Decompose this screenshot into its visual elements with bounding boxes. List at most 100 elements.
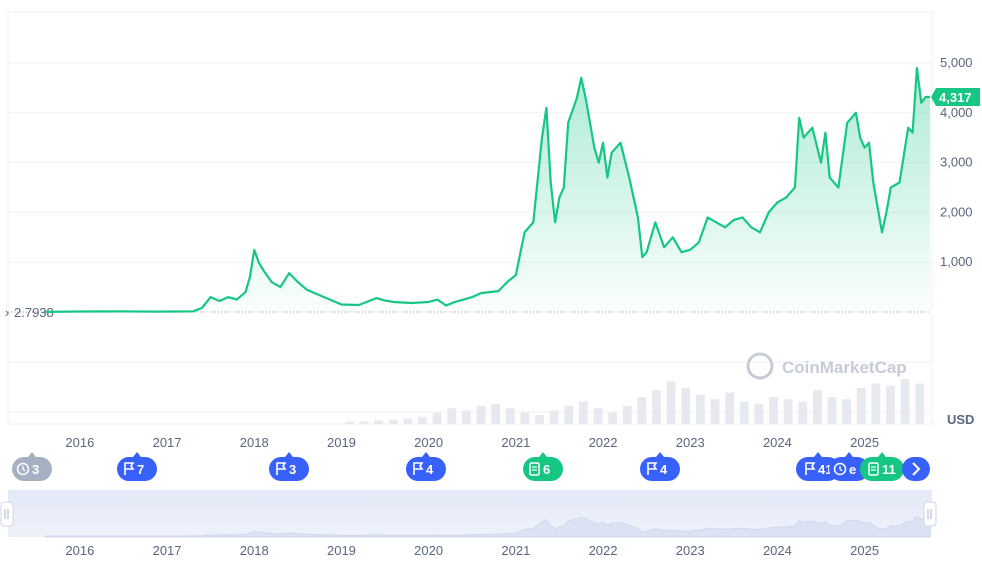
event-marker[interactable]: 3	[269, 452, 309, 481]
volume-bar	[476, 406, 486, 424]
volume-bar	[388, 419, 398, 424]
y-axis: 5,000 4,000 3,000 2,000 1,000	[940, 55, 973, 269]
volume-bar	[798, 401, 808, 424]
currency-label: USD	[947, 412, 974, 427]
volume-bar	[842, 399, 852, 424]
x-tick-label: 2016	[65, 435, 94, 450]
navigator-x-tick-label: 2019	[327, 543, 356, 558]
watermark-text: CoinMarketCap	[782, 358, 907, 377]
volume-bar	[856, 388, 866, 424]
range-navigator[interactable]	[0, 490, 937, 538]
event-markers[interactable]: 3 7 3 4 6 4 41 e 11	[12, 452, 930, 481]
y-tick-label: 5,000	[940, 55, 973, 70]
volume-bar	[593, 408, 603, 424]
navigator-x-tick-label: 2021	[501, 543, 530, 558]
y-tick-label: 1,000	[940, 254, 973, 269]
event-marker[interactable]: 4	[406, 452, 446, 481]
current-price-text: 4,317	[939, 90, 972, 105]
volume-bar	[447, 408, 457, 424]
volume-bar	[813, 390, 822, 424]
volume-bar	[886, 385, 895, 424]
navigator-x-tick-label: 2022	[589, 543, 618, 558]
event-marker[interactable]: 6	[523, 452, 563, 481]
document-icon	[868, 462, 879, 476]
navigator-line	[44, 515, 931, 538]
event-marker[interactable]: 4	[640, 452, 680, 481]
volume-bar	[710, 399, 720, 424]
x-tick-label: 2025	[850, 435, 879, 450]
volume-bar	[681, 388, 691, 424]
event-count: 7	[137, 462, 144, 477]
volume-bar	[725, 392, 735, 424]
x-tick-label: 2023	[676, 435, 705, 450]
navigator-x-tick-label: 2016	[65, 543, 94, 558]
navigator-x-tick-label: 2023	[676, 543, 705, 558]
volume-bar	[432, 412, 442, 424]
x-axis: 2016 2017 2018 2019 2020 2021 2022 2023 2024 2025	[65, 435, 879, 450]
event-marker[interactable]: 3	[12, 452, 52, 481]
document-icon	[529, 462, 540, 476]
navigator-x-tick-label: 2018	[240, 543, 269, 558]
x-tick-label: 2019	[327, 435, 356, 450]
volume-bars	[345, 379, 925, 424]
volume-bar	[535, 415, 544, 424]
volume-bar	[754, 403, 764, 424]
y-tick-label: 4,000	[940, 105, 973, 120]
volume-bar	[769, 397, 778, 424]
event-count: 6	[543, 462, 550, 477]
x-tick-label: 2020	[414, 435, 443, 450]
event-count: 41	[818, 462, 832, 477]
volume-bar	[827, 397, 837, 424]
volume-bar	[579, 401, 588, 424]
volume-bar	[637, 397, 647, 424]
event-marker[interactable]: 41	[796, 452, 840, 481]
event-marker[interactable]: e	[829, 452, 869, 481]
event-count: e	[849, 462, 856, 477]
navigator-x-axis: 2016 2017 2018 2019 2020 2021 2022 2023 2024 2025	[65, 543, 879, 558]
volume-bar	[622, 406, 632, 424]
y-tick-label: 3,000	[940, 155, 973, 170]
volume-bar	[652, 390, 661, 424]
start-marker-icon: ›	[5, 305, 9, 320]
x-tick-label: 2018	[240, 435, 269, 450]
price-line	[44, 66, 930, 313]
volume-bar	[696, 394, 705, 424]
navigator-x-tick-label: 2024	[763, 543, 792, 558]
flag-icon	[124, 462, 135, 475]
navigator-right-handle[interactable]	[923, 501, 937, 527]
x-tick-label: 2021	[501, 435, 530, 450]
navigator-x-tick-label: 2025	[850, 543, 879, 558]
start-price-label: 2.7938	[14, 305, 54, 320]
flag-icon	[647, 462, 658, 475]
flag-icon	[805, 462, 816, 475]
event-count: 4	[426, 462, 434, 477]
current-price-tag: 4,317	[931, 88, 980, 106]
volume-bar	[666, 381, 676, 424]
navigator-left-handle[interactable]	[0, 501, 14, 527]
volume-bar	[549, 410, 559, 424]
event-count: 3	[32, 462, 39, 477]
volume-bar	[374, 420, 384, 424]
volume-bar	[608, 412, 618, 424]
navigator-x-tick-label: 2017	[153, 543, 182, 558]
volume-bar	[564, 406, 574, 424]
volume-bar	[739, 401, 749, 424]
clock-icon	[833, 462, 847, 476]
volume-bar	[345, 421, 354, 424]
volume-bar	[900, 379, 910, 424]
x-tick-label: 2022	[589, 435, 618, 450]
volume-bar	[491, 403, 501, 424]
volume-bar	[783, 399, 793, 424]
event-marker[interactable]: 11	[860, 452, 904, 481]
volume-bar	[418, 417, 427, 424]
volume-bar	[871, 383, 881, 424]
volume-bar	[505, 408, 515, 424]
events-next-button[interactable]	[902, 457, 930, 481]
history-icon	[16, 462, 30, 476]
chevron-right-icon	[912, 462, 921, 476]
event-marker[interactable]: 7	[117, 452, 157, 481]
volume-bar	[403, 418, 413, 424]
volume-bar	[520, 412, 530, 424]
volume-bar	[915, 383, 925, 424]
